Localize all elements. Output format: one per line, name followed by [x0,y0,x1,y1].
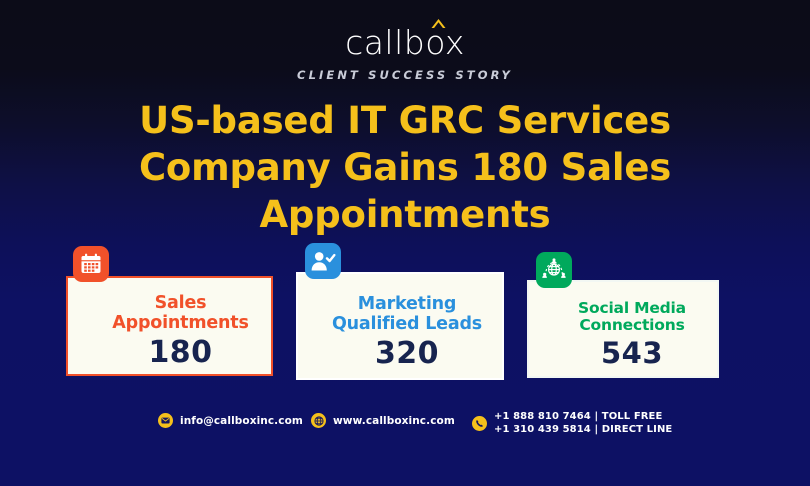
global-network-icon [536,252,572,288]
globe-icon [311,413,326,428]
brand-logo: callbox CLIENT SUCCESS STORY [0,19,810,82]
calendar-icon [73,246,109,282]
logo-tagline: CLIENT SUCCESS STORY [297,68,513,82]
stat-card-social-media-connections: Social Media Connections 543 [527,280,719,378]
envelope-icon-glyph [161,417,170,424]
globe-icon-glyph [313,415,324,426]
headline-line-3: Appointments [259,192,551,236]
page-title: US-based IT GRC Services Company Gains 1… [60,98,750,239]
stat-card-label-line-2: Qualified Leads [331,313,482,334]
footer-email-text: info@callboxinc.com [180,414,303,427]
footer-phone-lines: +1 888 810 7464 | TOLL FREE +1 310 439 5… [494,411,672,435]
headline-line-1: US-based IT GRC Services [139,99,671,142]
logo-wordmark: callbox [345,19,465,62]
stat-card-content: Sales Appointments 180 [68,294,271,368]
stat-card-label-line-1: Marketing [357,294,457,315]
stat-card-marketing-qualified-leads: Marketing Qualified Leads 320 [296,272,504,380]
stat-card-label: Marketing Qualified Leads [312,295,502,334]
phone-icon [472,416,487,431]
logo-wordmark-text: callbox [345,23,465,62]
envelope-icon [158,413,173,428]
stat-card-value: 543 [600,335,664,370]
stat-card-label-line-2: Connections [579,316,685,335]
calendar-icon-glyph [81,253,101,273]
user-check-icon [305,243,341,279]
user-check-icon-glyph [311,252,336,271]
stat-card-value: 320 [374,335,440,371]
global-network-icon-glyph [542,258,566,278]
footer-website[interactable]: www.callboxinc.com [311,413,455,428]
stat-card-content: Marketing Qualified Leads 320 [298,295,502,369]
footer-email[interactable]: info@callboxinc.com [158,413,303,428]
headline-line-2: Company Gains 180 Sales [138,145,672,189]
stat-card-label-line-1: Social Media [578,298,686,317]
footer-contact-bar: info@callboxinc.com www.callboxinc.com [0,408,810,442]
footer-website-text: www.callboxinc.com [333,414,455,427]
stat-card-label: Social Media Connections [547,298,717,335]
stat-card-label-line-1: Sales [154,293,207,314]
footer-phone-tollfree: +1 888 810 7464 | TOLL FREE [494,411,663,422]
stat-card-value: 180 [148,334,213,370]
stat-card-label-line-2: Appointments [112,312,249,333]
stat-card-label: Sales Appointments [90,294,271,333]
stat-card-content: Social Media Connections 543 [529,298,717,370]
footer-phone[interactable]: +1 888 810 7464 | TOLL FREE +1 310 439 5… [472,408,672,435]
phone-icon-glyph [476,420,483,427]
footer-phone-direct: +1 310 439 5814 | DIRECT LINE [494,424,673,435]
stat-card-sales-appointments: Sales Appointments 180 [66,276,273,376]
